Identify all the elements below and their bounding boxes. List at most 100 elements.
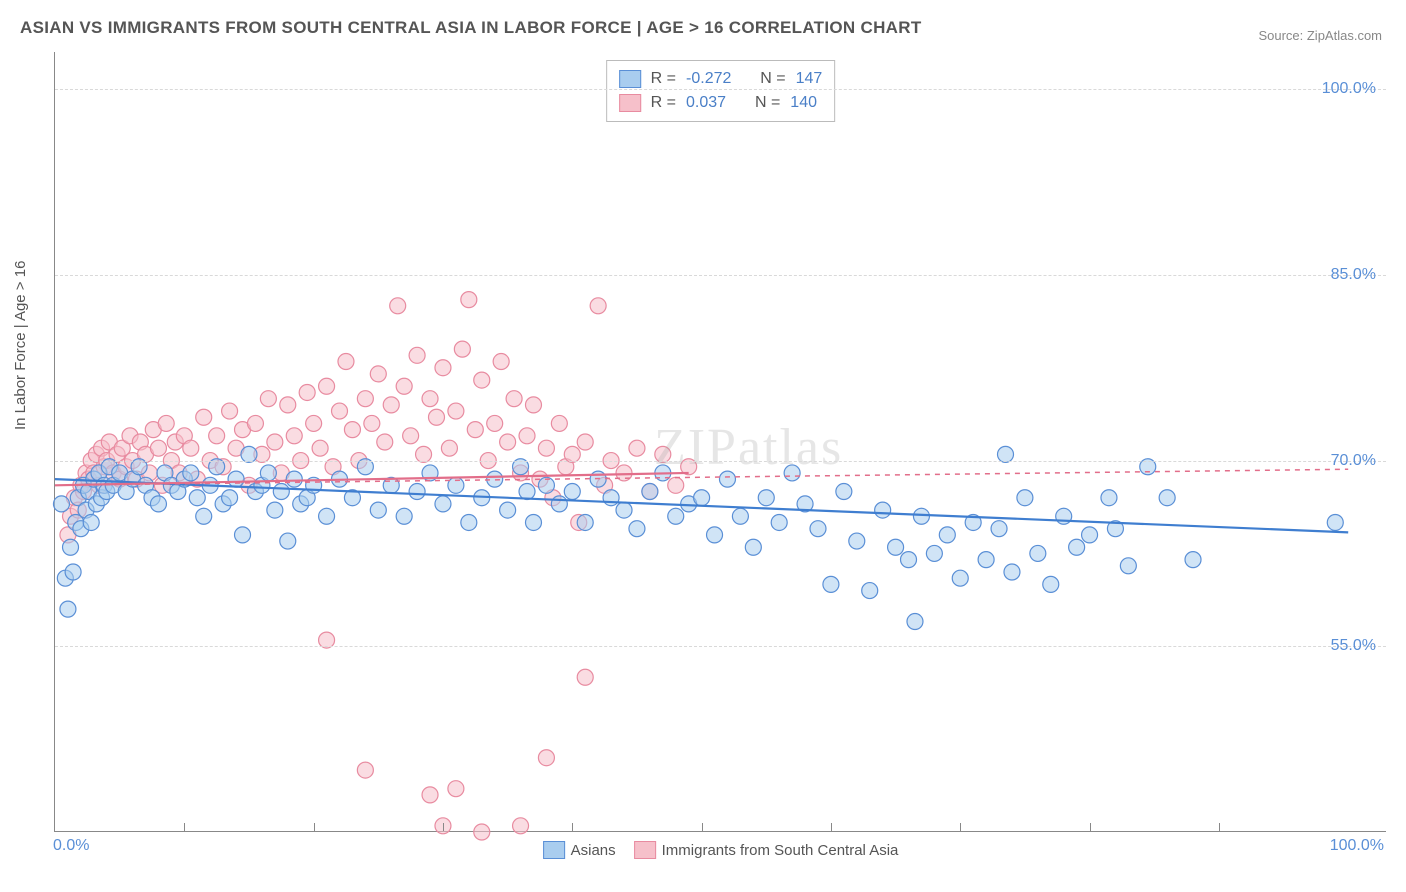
- chart-title: ASIAN VS IMMIGRANTS FROM SOUTH CENTRAL A…: [20, 18, 922, 38]
- data-point: [474, 824, 490, 840]
- gridline: [55, 89, 1386, 90]
- data-point: [409, 347, 425, 363]
- data-point: [60, 601, 76, 617]
- correlation-legend: R = -0.272 N = 147 R = 0.037 N = 140: [606, 60, 836, 122]
- data-point: [978, 552, 994, 568]
- data-point: [383, 397, 399, 413]
- x-minor-tick: [184, 823, 185, 831]
- data-point: [461, 292, 477, 308]
- data-point: [403, 428, 419, 444]
- data-point: [63, 539, 79, 555]
- data-point: [564, 484, 580, 500]
- data-point: [519, 484, 535, 500]
- x-minor-tick: [831, 823, 832, 831]
- data-point: [823, 576, 839, 592]
- data-point: [1082, 527, 1098, 543]
- data-point: [370, 502, 386, 518]
- data-point: [83, 514, 99, 530]
- data-point: [235, 527, 251, 543]
- gridline: [55, 275, 1386, 276]
- data-point: [370, 366, 386, 382]
- data-point: [1120, 558, 1136, 574]
- data-point: [396, 378, 412, 394]
- data-point: [577, 514, 593, 530]
- x-tick-label: 100.0%: [1330, 837, 1384, 855]
- x-minor-tick: [314, 823, 315, 831]
- data-point: [901, 552, 917, 568]
- n-label: N =: [755, 91, 780, 115]
- data-point: [1017, 490, 1033, 506]
- data-point: [500, 434, 516, 450]
- data-point: [875, 502, 891, 518]
- data-point: [525, 514, 541, 530]
- data-point: [577, 669, 593, 685]
- data-point: [1004, 564, 1020, 580]
- data-point: [435, 360, 451, 376]
- data-point: [267, 502, 283, 518]
- y-tick-label: 85.0%: [1331, 266, 1376, 284]
- data-point: [862, 583, 878, 599]
- data-point: [280, 533, 296, 549]
- x-minor-tick: [702, 823, 703, 831]
- legend-item-asians: Asians: [543, 841, 616, 859]
- scatter-svg: [55, 52, 1387, 832]
- data-point: [65, 564, 81, 580]
- data-point: [1101, 490, 1117, 506]
- data-point: [364, 415, 380, 431]
- data-point: [222, 490, 238, 506]
- n-label: N =: [760, 67, 785, 91]
- data-point: [952, 570, 968, 586]
- data-point: [745, 539, 761, 555]
- data-point: [183, 465, 199, 481]
- data-point: [280, 397, 296, 413]
- data-point: [286, 471, 302, 487]
- data-point: [461, 514, 477, 530]
- swatch-immigrants-icon: [634, 841, 656, 859]
- data-point: [396, 508, 412, 524]
- x-minor-tick: [960, 823, 961, 831]
- data-point: [467, 422, 483, 438]
- data-point: [1043, 576, 1059, 592]
- legend-label-asians: Asians: [571, 842, 616, 859]
- data-point: [183, 440, 199, 456]
- swatch-asians: [619, 70, 641, 88]
- swatch-asians-icon: [543, 841, 565, 859]
- data-point: [590, 298, 606, 314]
- n-value-asians: 147: [796, 67, 823, 91]
- trend-line: [55, 479, 1348, 532]
- data-point: [474, 372, 490, 388]
- data-point: [758, 490, 774, 506]
- data-point: [836, 484, 852, 500]
- data-point: [771, 514, 787, 530]
- data-point: [228, 471, 244, 487]
- data-point: [357, 762, 373, 778]
- swatch-immigrants: [619, 94, 641, 112]
- data-point: [538, 440, 554, 456]
- y-tick-label: 55.0%: [1331, 637, 1376, 655]
- data-point: [299, 384, 315, 400]
- data-point: [306, 415, 322, 431]
- data-point: [390, 298, 406, 314]
- data-point: [551, 415, 567, 431]
- y-tick-label: 70.0%: [1331, 452, 1376, 470]
- data-point: [629, 521, 645, 537]
- x-minor-tick: [572, 823, 573, 831]
- data-point: [196, 409, 212, 425]
- data-point: [493, 354, 509, 370]
- x-tick-label: 0.0%: [53, 837, 89, 855]
- gridline: [55, 646, 1386, 647]
- legend-row-immigrants: R = 0.037 N = 140: [619, 91, 823, 115]
- data-point: [222, 403, 238, 419]
- data-point: [616, 502, 632, 518]
- data-point: [913, 508, 929, 524]
- y-tick-label: 100.0%: [1322, 80, 1376, 98]
- data-point: [1030, 545, 1046, 561]
- data-point: [422, 391, 438, 407]
- data-point: [448, 403, 464, 419]
- data-point: [150, 440, 166, 456]
- y-axis-label: In Labor Force | Age > 16: [12, 261, 29, 430]
- data-point: [719, 471, 735, 487]
- data-point: [991, 521, 1007, 537]
- data-point: [487, 471, 503, 487]
- data-point: [732, 508, 748, 524]
